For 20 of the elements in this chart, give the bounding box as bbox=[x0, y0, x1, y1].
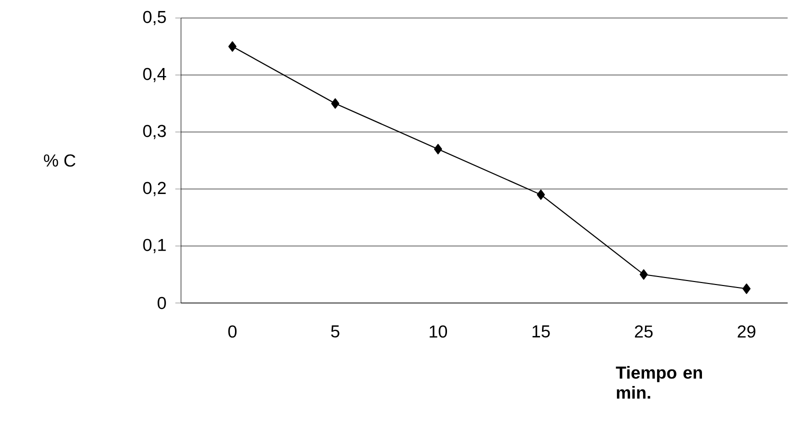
y-tick-label: 0,5 bbox=[143, 10, 166, 26]
point bbox=[434, 144, 442, 154]
y-tick-label: 0,1 bbox=[143, 238, 166, 254]
x-tick-label: 25 bbox=[634, 325, 653, 338]
point bbox=[536, 189, 545, 200]
y-tick-label: 0 bbox=[158, 296, 166, 310]
x-tick-label: 5 bbox=[331, 325, 340, 338]
x-axis-title: Tiempo en min. bbox=[616, 366, 702, 399]
x-tick-label: 0 bbox=[228, 325, 237, 338]
y-tick-label: 0,3 bbox=[143, 124, 166, 140]
y-axis-title: % C bbox=[44, 154, 76, 167]
point bbox=[331, 98, 340, 109]
point bbox=[640, 269, 648, 280]
point bbox=[742, 284, 751, 294]
x-tick-label: 29 bbox=[738, 325, 756, 338]
y-tick-label: 0,4 bbox=[143, 68, 166, 82]
y-tick-label: 0,2 bbox=[143, 182, 166, 196]
x-tick-label: 15 bbox=[532, 325, 550, 338]
point bbox=[228, 41, 236, 52]
x-tick-label: 10 bbox=[430, 325, 448, 338]
